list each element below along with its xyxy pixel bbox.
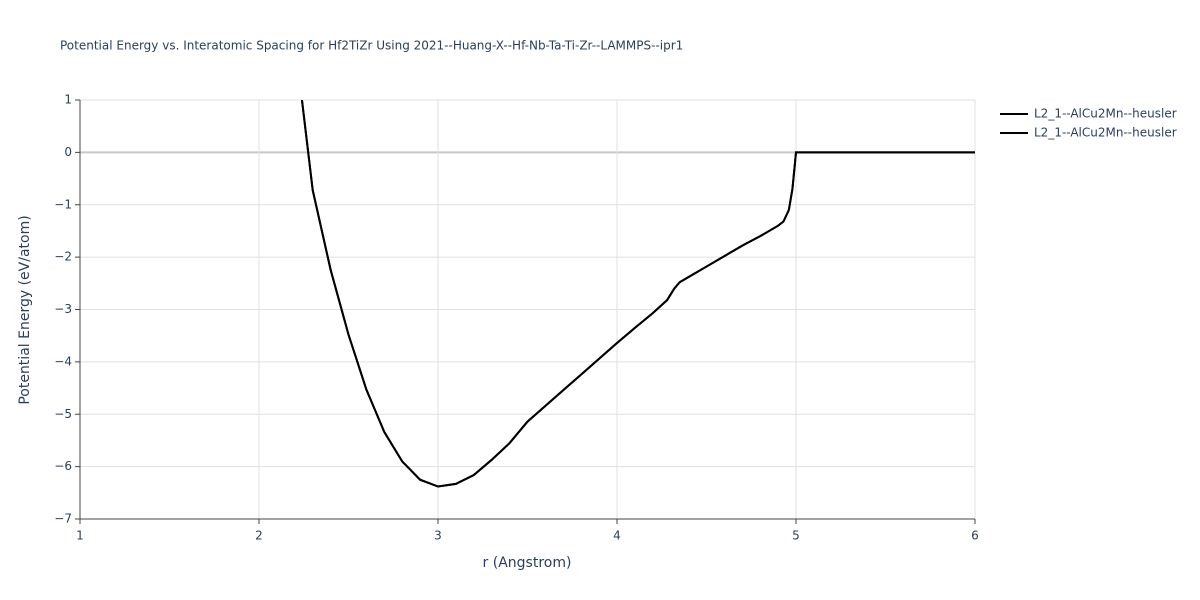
x-tick-label: 4: [613, 529, 621, 543]
chart-title: Potential Energy vs. Interatomic Spacing…: [60, 39, 683, 53]
y-tick-label: −4: [54, 354, 72, 368]
x-axis-title: r (Angstrom): [483, 555, 572, 571]
x-tick-label: 6: [971, 529, 979, 543]
x-tick-label: 5: [792, 529, 800, 543]
legend-label: L2_1--AlCu2Mn--heusler: [1034, 107, 1177, 121]
line: [300, 100, 975, 488]
x-tick-label: 1: [76, 529, 84, 543]
line: [300, 100, 975, 488]
y-tick-label: 0: [64, 145, 72, 159]
y-tick-label: −6: [54, 459, 72, 473]
y-tick-label: −1: [54, 197, 72, 211]
y-tick-label: −5: [54, 407, 72, 421]
y-axis-title: Potential Energy (eV/atom): [17, 215, 33, 404]
y-tick-label: −2: [54, 250, 72, 264]
legend-label: L2_1--AlCu2Mn--heusler: [1034, 126, 1177, 140]
x-tick-label: 3: [434, 529, 442, 543]
y-tick-label: 1: [64, 93, 72, 107]
x-tick-label: 2: [255, 529, 263, 543]
y-tick-label: −7: [54, 512, 72, 526]
y-tick-label: −3: [54, 302, 72, 316]
